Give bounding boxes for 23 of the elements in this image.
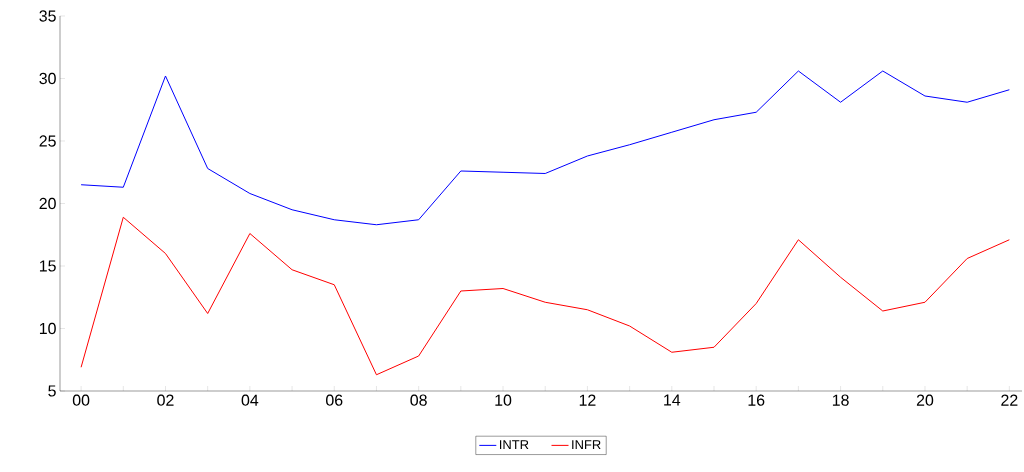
- x-tick-label: 22: [1001, 394, 1018, 406]
- line-series: [80, 70, 1010, 226]
- x-tick-label: 14: [664, 394, 681, 406]
- legend-label: INFR: [572, 440, 601, 450]
- y-tick-label: 15: [39, 260, 56, 272]
- y-tick-label: 10: [39, 322, 56, 335]
- x-tick-label: 00: [72, 394, 90, 406]
- x-tick-label: 08: [410, 394, 427, 406]
- y-tick-label: 5: [48, 385, 56, 397]
- x-tick-label: 10: [495, 394, 512, 406]
- x-tick-label: 02: [157, 394, 174, 406]
- x-tick-label: 04: [241, 394, 259, 406]
- x-tick-label: 20: [916, 394, 934, 406]
- x-tick-label: 06: [326, 394, 343, 406]
- y-tick-label: 25: [39, 135, 56, 147]
- legend-label: INTR: [500, 440, 529, 450]
- y-tick-label: 20: [39, 197, 56, 210]
- y-tick-label: 35: [39, 10, 56, 22]
- x-tick-label: 18: [832, 394, 849, 406]
- x-tick-label: 16: [748, 394, 765, 406]
- x-tick-label: 12: [579, 394, 596, 406]
- line-series: [80, 216, 1010, 376]
- y-tick-label: 30: [39, 72, 56, 85]
